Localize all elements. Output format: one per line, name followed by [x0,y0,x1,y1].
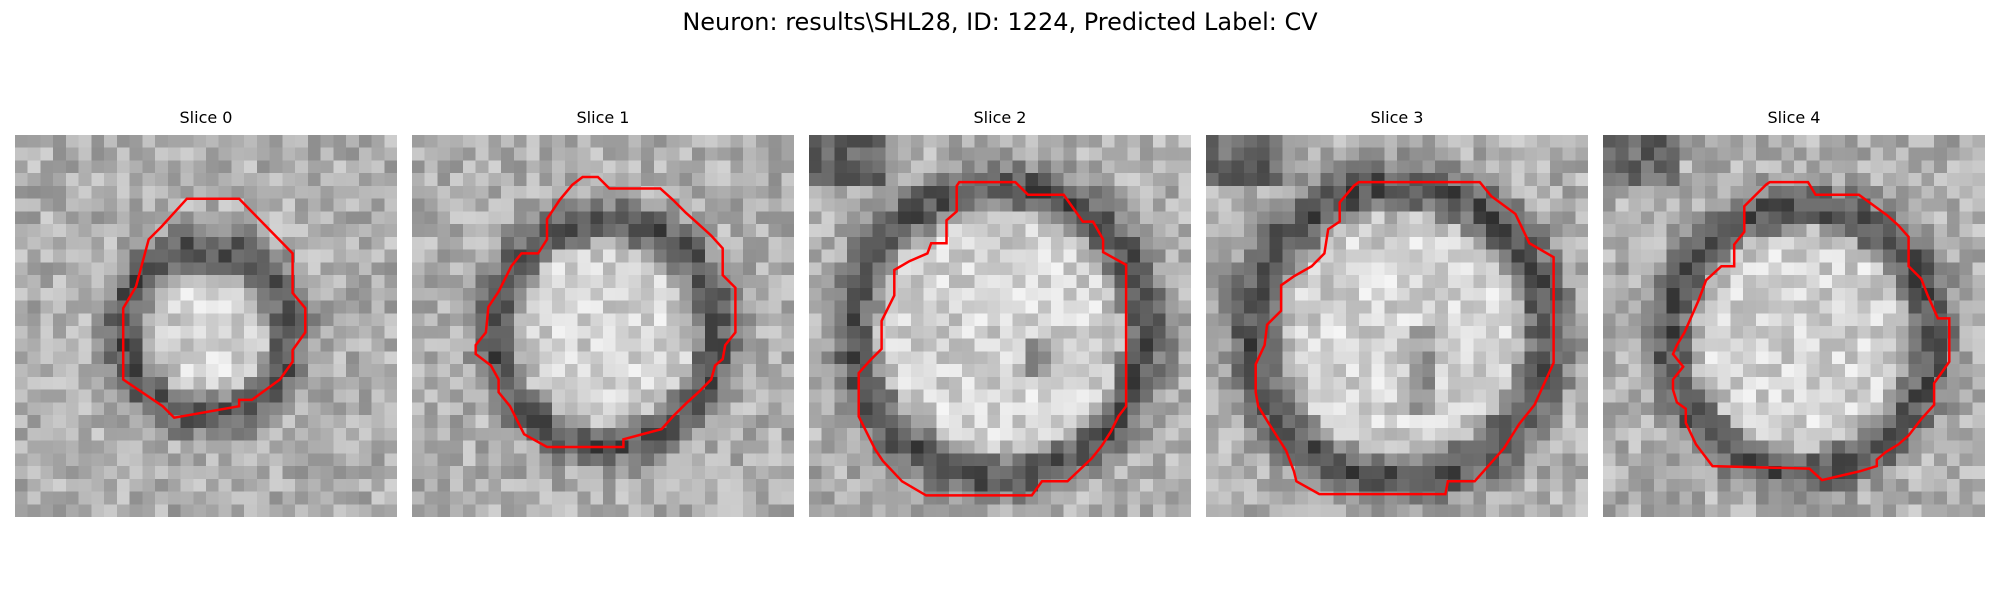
slice-image-canvas [1603,135,1985,517]
slice-image-canvas [1206,135,1588,517]
slice-image [1206,135,1588,517]
roi-contour [474,175,737,449]
pixel-grid [1206,135,1588,517]
slice-title: Slice 3 [1370,108,1424,127]
slice-image [15,135,397,517]
slice-panel-3: Slice 3 [1206,107,1588,517]
roi-contour [1671,180,1951,482]
roi-contour [1254,180,1555,496]
slice-panel-0: Slice 0 [15,107,397,517]
pixel-grid [809,135,1191,517]
slice-image-canvas [412,135,794,517]
pixel-grid [1603,135,1985,517]
slice-title: Slice 0 [179,108,233,127]
pixel-grid [15,135,397,517]
slice-title: Slice 2 [973,108,1027,127]
roi-contour [121,197,307,420]
slice-panel-2: Slice 2 [809,107,1191,517]
slice-image-canvas [15,135,397,517]
slice-panel-1: Slice 1 [412,107,794,517]
figure-title: Neuron: results\SHL28, ID: 1224, Predict… [682,8,1318,36]
pixel-grid [412,135,794,517]
roi-contour [857,180,1128,497]
slice-panel-4: Slice 4 [1603,107,1985,517]
slice-image-canvas [809,135,1191,517]
slice-title: Slice 4 [1767,108,1821,127]
slice-image [412,135,794,517]
slice-image [809,135,1191,517]
slice-image [1603,135,1985,517]
slice-title: Slice 1 [576,108,630,127]
